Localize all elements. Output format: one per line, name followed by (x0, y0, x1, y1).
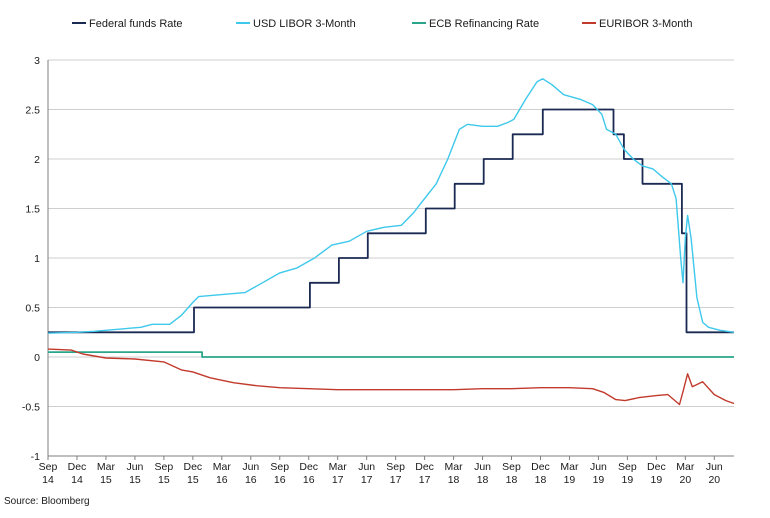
x-tick-label-month: Dec (531, 461, 550, 473)
x-tick-label-month: Jun (706, 461, 723, 473)
x-tick-label-year: 19 (651, 474, 663, 486)
x-tick-label-year: 18 (535, 474, 547, 486)
y-tick-label: 3 (34, 55, 40, 67)
x-tick-label-year: 17 (390, 474, 402, 486)
x-tick-label-month: Jun (590, 461, 607, 473)
y-tick-label: 1 (34, 253, 40, 265)
x-tick-label-month: Jun (126, 461, 143, 473)
x-tick-label-year: 17 (361, 474, 373, 486)
x-tick-label-year: 16 (245, 474, 257, 486)
x-tick-label-year: 15 (187, 474, 199, 486)
x-tick-label-year: 16 (274, 474, 286, 486)
series-line-usd-libor-3-month (47, 78, 735, 334)
y-tick-label: -0.5 (22, 402, 40, 414)
x-tick-label-year: 17 (419, 474, 431, 486)
x-tick-label-month: Mar (445, 461, 464, 473)
x-tick-label-year: 14 (71, 474, 83, 486)
x-tick-label-month: Mar (560, 461, 579, 473)
legend-label-euribor-3-month: EURIBOR 3-Month (599, 18, 693, 30)
x-tick-label-month: Sep (502, 461, 521, 473)
x-tick-label-month: Dec (299, 461, 318, 473)
x-tick-label-month: Dec (415, 461, 434, 473)
x-tick-label-month: Jun (358, 461, 375, 473)
x-tick-label-month: Jun (242, 461, 259, 473)
x-tick-label-year: 18 (448, 474, 460, 486)
x-tick-label-year: 18 (477, 474, 489, 486)
x-tick-label-month: Mar (97, 461, 116, 473)
y-tick-label: 1.5 (25, 204, 40, 216)
x-tick-label-year: 16 (303, 474, 315, 486)
x-tick-label-month: Jun (474, 461, 491, 473)
y-tick-label: 2.5 (25, 105, 40, 117)
x-tick-label-month: Mar (329, 461, 348, 473)
series-line-ecb-refinancing-rate (48, 351, 734, 358)
x-tick-label-year: 19 (593, 474, 605, 486)
y-tick-label: 0 (34, 352, 40, 364)
series-line-euribor-3-month (47, 348, 735, 406)
legend-label-ecb-refinancing-rate: ECB Refinancing Rate (429, 18, 539, 30)
x-tick-label-month: Dec (647, 461, 666, 473)
legend-label-federal-funds-rate: Federal funds Rate (89, 18, 183, 30)
y-tick-label: 0.5 (25, 303, 40, 315)
series-line-federal-funds-rate (48, 108, 734, 334)
source-note: Source: Bloomberg (4, 496, 90, 507)
x-tick-label-month: Sep (386, 461, 405, 473)
x-axis-ticks: Sep14Dec14Mar15Jun15Sep15Dec15Mar16Jun16… (39, 456, 723, 486)
y-tick-label: -1 (31, 451, 40, 463)
axes (47, 60, 734, 457)
x-tick-label-month: Sep (155, 461, 174, 473)
x-tick-label-month: Mar (213, 461, 232, 473)
x-tick-label-year: 20 (708, 474, 720, 486)
series-lines (47, 78, 735, 406)
x-tick-label-year: 19 (622, 474, 634, 486)
x-tick-label-year: 17 (332, 474, 344, 486)
x-tick-label-month: Mar (676, 461, 695, 473)
legend: Federal funds Rate USD LIBOR 3-Month ECB R… (72, 18, 693, 30)
x-tick-label-year: 14 (42, 474, 54, 486)
x-tick-label-month: Dec (68, 461, 87, 473)
x-tick-label-month: Sep (39, 461, 58, 473)
x-tick-label-month: Dec (184, 461, 203, 473)
x-tick-label-year: 18 (506, 474, 518, 486)
x-tick-label-year: 15 (100, 474, 112, 486)
x-tick-label-year: 16 (216, 474, 228, 486)
x-tick-label-year: 19 (564, 474, 576, 486)
y-tick-label: 2 (34, 154, 40, 166)
x-tick-label-year: 20 (679, 474, 691, 486)
y-axis-ticks: -1 -0.5 0 0.5 1 1.5 2 2.5 3 (22, 55, 40, 463)
x-tick-label-month: Sep (618, 461, 637, 473)
legend-label-usd-libor-3-month: USD LIBOR 3-Month (253, 18, 356, 30)
x-tick-label-year: 15 (129, 474, 141, 486)
gridlines (48, 59, 734, 407)
x-tick-label-year: 15 (158, 474, 170, 486)
x-tick-label-month: Sep (270, 461, 289, 473)
